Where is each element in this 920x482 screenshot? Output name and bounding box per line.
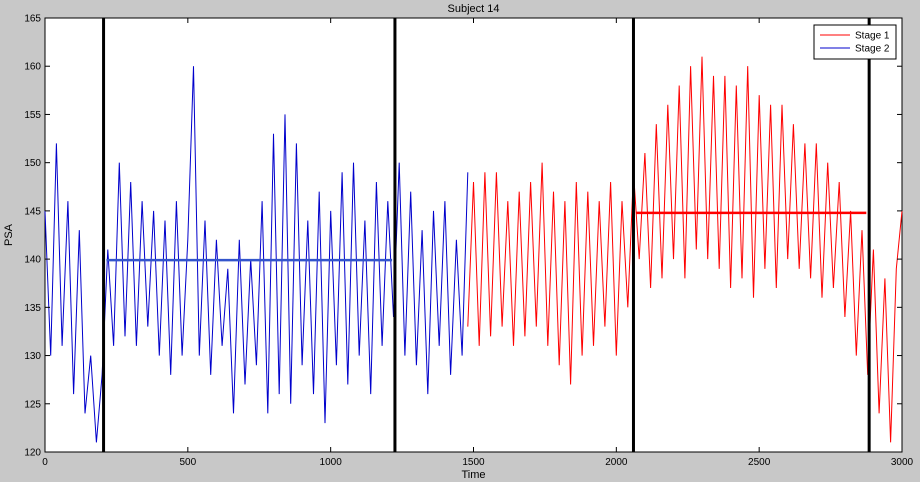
y-tick-label: 165 — [24, 14, 41, 25]
series-line-1 — [467, 56, 903, 443]
legend-label-2: Stage 2 — [855, 44, 890, 55]
y-tick-label: 135 — [24, 303, 41, 314]
x-tick-label: 0 — [42, 457, 48, 468]
y-tick-label: 150 — [24, 158, 41, 169]
chart-title: Subject 14 — [448, 3, 500, 15]
legend: Stage 1 Stage 2 — [813, 24, 897, 60]
y-tick-label: 120 — [24, 448, 41, 459]
y-tick-label: 130 — [24, 351, 41, 362]
y-tick-label: 125 — [24, 399, 41, 410]
legend-box — [813, 24, 897, 60]
y-tick-label: 140 — [24, 255, 41, 266]
series-line-2 — [44, 66, 469, 443]
x-tick-label: 1000 — [320, 457, 343, 468]
y-tick-label: 160 — [24, 62, 41, 73]
axis-ticks: 0 500 1000 1500 2000 2500 3000 120 125 130 135 140 1… — [24, 14, 913, 469]
x-tick-label: 1500 — [462, 457, 485, 468]
x-axis-label: Time — [461, 469, 485, 481]
x-tick-label: 500 — [179, 457, 196, 468]
x-tick-label: 2500 — [748, 457, 771, 468]
x-tick-label: 2000 — [605, 457, 628, 468]
plot-area — [44, 17, 903, 453]
legend-label-1: Stage 1 — [855, 31, 890, 42]
x-tick-label: 3000 — [891, 457, 914, 468]
y-axis-label: PSA — [3, 223, 15, 246]
y-tick-label: 145 — [24, 206, 41, 217]
y-tick-label: 155 — [24, 110, 41, 121]
